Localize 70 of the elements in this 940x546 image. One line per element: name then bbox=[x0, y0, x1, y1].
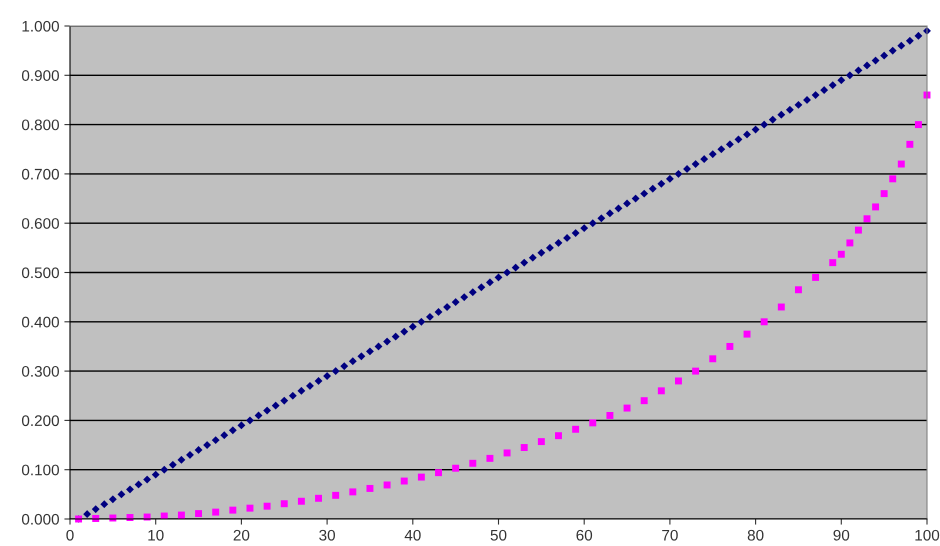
point bbox=[264, 502, 271, 510]
point bbox=[778, 304, 785, 310]
point bbox=[624, 404, 631, 412]
point bbox=[400, 478, 408, 485]
point bbox=[246, 504, 254, 512]
point bbox=[349, 488, 356, 496]
point bbox=[889, 175, 896, 182]
point bbox=[229, 506, 236, 514]
y-tick-label: 0.000 bbox=[22, 514, 59, 525]
y-tick-label: 0.500 bbox=[22, 267, 59, 278]
point bbox=[435, 469, 442, 476]
point bbox=[452, 464, 460, 472]
y-tick-label: 1.000 bbox=[22, 20, 59, 32]
x-tick-label: 0 bbox=[66, 530, 74, 541]
point bbox=[880, 190, 888, 198]
point bbox=[726, 342, 734, 350]
point bbox=[555, 432, 562, 440]
y-tick-label: 0.100 bbox=[22, 464, 59, 476]
point bbox=[606, 412, 614, 419]
point bbox=[195, 510, 202, 518]
point bbox=[829, 259, 836, 266]
x-tick-label: 70 bbox=[662, 530, 678, 541]
y-tick-label: 0.300 bbox=[22, 366, 59, 377]
point bbox=[658, 387, 665, 394]
point bbox=[418, 474, 425, 481]
x-tick-label: 60 bbox=[576, 530, 592, 541]
y-tick-label: 0.200 bbox=[22, 415, 59, 426]
point bbox=[906, 140, 914, 148]
y-tick-label: 0.800 bbox=[22, 119, 59, 130]
point bbox=[538, 438, 545, 446]
point bbox=[486, 454, 494, 462]
point bbox=[812, 274, 820, 281]
point bbox=[572, 426, 580, 433]
point bbox=[674, 377, 682, 384]
point bbox=[520, 444, 528, 451]
y-tick-label: 0.700 bbox=[22, 168, 59, 180]
point bbox=[212, 508, 220, 516]
point bbox=[280, 500, 288, 508]
point bbox=[178, 512, 185, 519]
point bbox=[298, 498, 305, 505]
point bbox=[469, 460, 476, 467]
point bbox=[504, 449, 511, 456]
point bbox=[838, 250, 845, 258]
point bbox=[794, 286, 802, 294]
point bbox=[332, 492, 340, 499]
point bbox=[846, 239, 854, 246]
point bbox=[640, 397, 648, 404]
point bbox=[366, 484, 374, 492]
x-tick-label: 10 bbox=[148, 530, 164, 541]
x-tick-label: 20 bbox=[234, 530, 250, 541]
point bbox=[384, 482, 391, 488]
point bbox=[854, 226, 862, 234]
x-tick-label: 100 bbox=[915, 530, 940, 541]
y-tick-label: 0.900 bbox=[22, 70, 59, 81]
point bbox=[315, 494, 322, 502]
y-tick-label: 0.400 bbox=[22, 316, 59, 328]
y-tick-label: 0.600 bbox=[22, 218, 59, 229]
x-tick-label: 80 bbox=[748, 530, 764, 541]
x-tick-label: 50 bbox=[490, 530, 506, 541]
point bbox=[589, 419, 596, 426]
x-tick-label: 30 bbox=[319, 530, 335, 541]
point bbox=[692, 368, 700, 375]
x-tick-label: 40 bbox=[404, 530, 421, 541]
point bbox=[760, 318, 768, 326]
point bbox=[914, 121, 922, 128]
point bbox=[872, 203, 880, 210]
point bbox=[744, 330, 751, 338]
point bbox=[898, 160, 905, 168]
point bbox=[864, 215, 870, 222]
x-tick-label: 90 bbox=[834, 530, 850, 541]
